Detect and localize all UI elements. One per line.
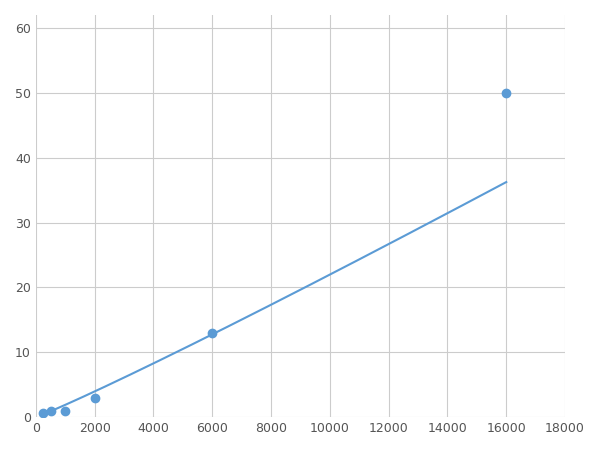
Point [502,89,511,96]
Point [90,394,100,401]
Point [208,329,217,337]
Point [61,407,70,414]
Point [38,409,48,416]
Point [46,407,55,414]
